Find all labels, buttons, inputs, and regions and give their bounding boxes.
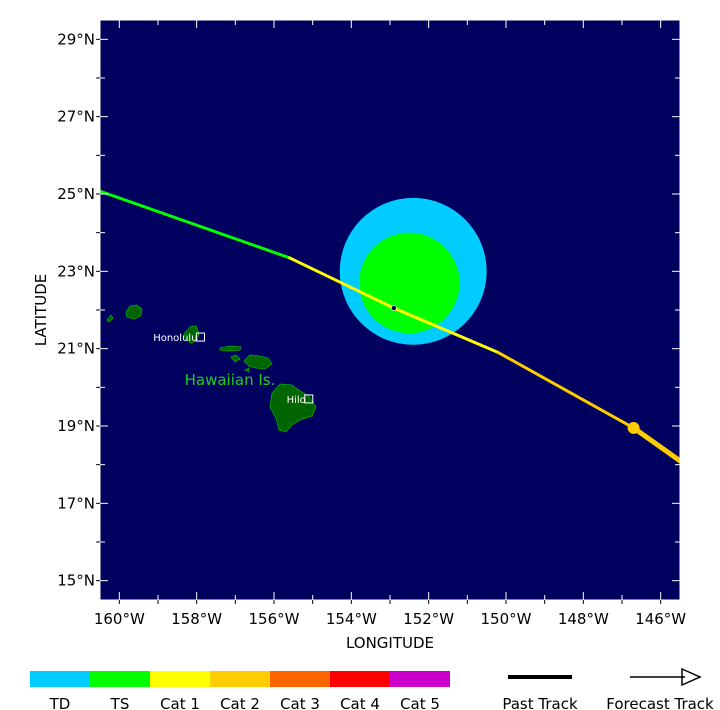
forecast-position-marker [627,421,640,434]
legend-swatch-cat-5 [390,671,450,687]
category-legend: TD TS Cat 1 Cat 2 Cat 3 Cat 4 Cat 5 [30,671,450,710]
x-tick-label: 160°W [94,610,145,628]
island-kauai [125,304,143,320]
legend-label: TS [110,695,130,710]
legend-label: Cat 2 [220,695,260,710]
hawaiian-islands [106,304,317,433]
x-tick-label: 146°W [635,610,686,628]
island-lanai [230,354,241,363]
island-niihau [106,314,114,323]
y-axis-label: LATITUDE [32,274,50,347]
axis-ticks: 160°W 158°W 156°W 154°W 152°W 150°W 148°W 146°W… [57,20,686,628]
island-oahu [183,325,200,344]
island-kahoolawe [244,367,250,373]
y-tick-label: 17°N [57,494,95,512]
wind-field-ts [359,232,460,334]
legend: TD TS Cat 1 Cat 2 Cat 3 Cat 4 Cat 5 Past Track… [30,667,714,710]
forecast-track-label: Forecast Track [606,695,714,710]
city-label-hilo: Hilo [287,395,306,406]
map-layer: Honolulu Hilo Hawaiian Is. [100,189,680,464]
city-label-honolulu: Honolulu [153,333,197,344]
y-tick-label: 25°N [57,185,95,203]
legend-swatch-td [30,671,90,687]
island-maui [243,354,273,370]
island-molokai [219,345,242,352]
y-tick-label: 27°N [57,108,95,126]
city-markers: Honolulu Hilo [153,332,314,406]
y-tick-label: 15°N [57,572,95,590]
y-tick-label: 23°N [57,262,95,280]
legend-label: TD [49,695,71,710]
forecast-track-layer [100,189,680,464]
forecast-arrow-icon [681,667,702,687]
legend-swatch-cat-1 [150,671,210,687]
city-marker-hilo [304,394,314,404]
legend-swatch-cat-4 [330,671,390,687]
legend-label: Cat 5 [400,695,440,710]
track-segment [287,256,396,310]
legend-label: Cat 1 [160,695,200,710]
x-tick-label: 148°W [558,610,609,628]
track-segment [392,306,500,355]
wind-field-layer [339,197,487,345]
y-tick-label: 29°N [57,30,95,48]
past-track-label: Past Track [502,695,578,710]
y-tick-label: 19°N [57,417,95,435]
x-axis-label: LONGITUDE [346,634,434,652]
x-tick-label: 150°W [481,610,532,628]
x-tick-label: 158°W [171,610,222,628]
track-segment [496,351,636,430]
legend-swatch-cat-2 [210,671,270,687]
region-label: Hawaiian Is. [185,371,276,389]
legend-label: Cat 3 [280,695,320,710]
current-position-marker [391,305,397,311]
y-tick-label: 21°N [57,340,95,358]
track-segment [100,189,291,260]
x-tick-label: 154°W [326,610,377,628]
city-marker-honolulu [196,332,206,342]
legend-label: Cat 4 [340,695,380,710]
legend-swatch-ts [90,671,150,687]
x-tick-label: 152°W [403,610,454,628]
track-segment [631,425,680,464]
legend-swatch-cat-3 [270,671,330,687]
x-tick-label: 156°W [249,610,300,628]
